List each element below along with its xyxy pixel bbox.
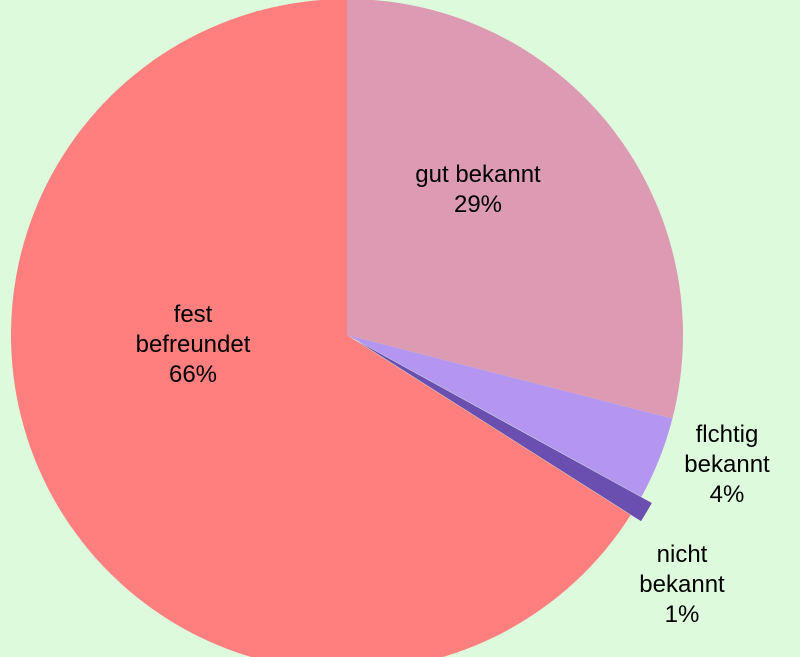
pie-slice xyxy=(347,0,683,419)
pie-slice xyxy=(357,341,652,522)
value-label: 29% xyxy=(453,191,503,218)
value-label: 4% xyxy=(709,481,745,508)
value-label: 1% xyxy=(664,601,700,628)
value-label: 66% xyxy=(168,361,218,388)
pie-slice xyxy=(347,335,673,497)
slice-label: gut bekannt 29% xyxy=(368,160,588,220)
category-label: gut bekannt xyxy=(415,161,541,188)
pie-slice xyxy=(11,0,631,657)
category-label: nicht bekannt xyxy=(639,541,725,598)
category-label: flchtig bekannt xyxy=(684,421,770,478)
category-label: fest befreundet xyxy=(135,301,251,358)
slice-label: fest befreundet 66% xyxy=(118,300,268,390)
slice-label: flchtig bekannt 4% xyxy=(672,420,782,510)
slice-label: nicht bekannt 1% xyxy=(627,540,737,630)
